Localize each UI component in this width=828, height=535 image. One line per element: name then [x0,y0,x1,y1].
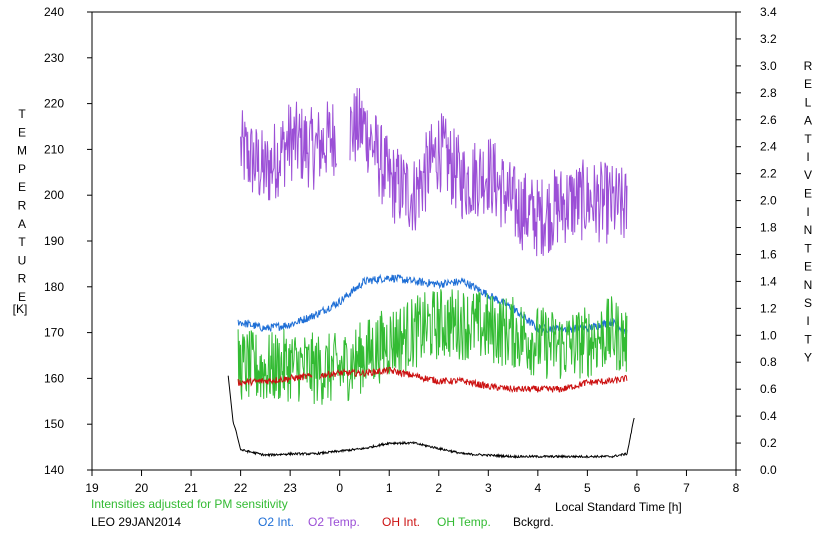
right-axis-label-letter: R [804,59,813,73]
left-axis-tick-label: 200 [44,188,64,202]
right-axis-label-letter: Y [804,351,812,365]
right-axis-label-letter: A [804,114,812,128]
right-axis-label-letter: V [804,168,812,182]
right-axis-tick-label: 0.2 [760,436,777,450]
right-axis-tick-label: 3.0 [760,59,777,73]
legend-item-oh-int: OH Int. [382,515,420,529]
left-axis-label-letter: E [18,290,26,304]
series-line-o2-temp [240,87,628,257]
left-axis-tick-label: 150 [44,417,64,431]
right-axis-label-letter: T [804,332,812,346]
left-axis-tick-label: 180 [44,280,64,294]
left-axis-label-letter: U [18,253,27,267]
left-axis-tick-label: 190 [44,234,64,248]
left-axis-tick-label: 210 [44,142,64,156]
x-axis-title: Local Standard Time [h] [555,500,682,514]
left-axis-label-letter: E [18,180,26,194]
left-axis-tick-label: 140 [44,463,64,477]
legend-item-o2-int: O2 Int. [258,515,294,529]
left-axis-label-letter: E [18,125,26,139]
left-axis-unit: [K] [13,302,28,316]
right-axis-tick-label: 2.8 [760,86,777,100]
left-axis-tick-label: 160 [44,371,64,385]
right-axis-label-letter: S [804,296,812,310]
right-axis-label-letter: T [804,241,812,255]
left-axis-label-letter: T [18,235,26,249]
right-axis-tick-label: 0.4 [760,409,777,423]
x-axis-tick-label: 23 [283,481,297,495]
right-axis-tick-label: 1.6 [760,247,777,261]
right-axis-label-letter: I [806,150,809,164]
right-axis-tick-label: 2.6 [760,113,777,127]
station-date-label: LEO 29JAN2014 [91,515,181,529]
x-axis-tick-label: 19 [85,481,99,495]
right-axis-tick-label: 3.2 [760,32,777,46]
right-axis-label-letter: I [806,205,809,219]
right-axis-tick-label: 0.8 [760,355,777,369]
legend-item-oh-temp: OH Temp. [437,515,491,529]
right-axis-label-letter: I [806,314,809,328]
right-axis-label-letter: T [804,132,812,146]
left-axis-tick-label: 220 [44,97,64,111]
right-axis-label-letter: E [804,77,812,91]
x-axis-tick-label: 22 [234,481,248,495]
x-axis-tick-label: 6 [634,481,641,495]
left-axis-label-letter: A [18,217,26,231]
note-text: Intensities adjusted for PM sensitivity [91,497,288,511]
left-axis-label-letter: R [18,199,27,213]
x-axis-tick-label: 4 [535,481,542,495]
right-axis-tick-label: 1.0 [760,328,777,342]
right-axis-tick-label: 0.6 [760,382,777,396]
x-axis-tick-label: 5 [584,481,591,495]
left-axis-tick-label: 240 [44,5,64,19]
x-axis-tick-label: 8 [733,481,740,495]
x-axis-tick-label: 20 [135,481,149,495]
x-axis-tick-label: 3 [485,481,492,495]
legend-item-bckgrd: Bckgrd. [513,515,554,529]
right-axis-tick-label: 2.2 [760,167,777,181]
series-line-oh-temp [237,289,628,405]
right-axis-tick-label: 3.4 [760,5,777,19]
right-axis-tick-label: 0.0 [760,463,777,477]
right-axis-tick-label: 2.0 [760,194,777,208]
right-axis-tick-label: 1.4 [760,274,777,288]
right-axis-label-letter: L [805,95,812,109]
right-axis-label-letter: N [804,278,813,292]
series-line-bckgrd [227,375,635,460]
plot-frame [91,11,737,471]
left-axis-label-letter: P [18,162,26,176]
right-axis-label-letter: E [804,260,812,274]
left-axis-label-letter: R [18,272,27,286]
right-axis-label-letter: N [804,223,813,237]
legend-item-o2-temp: O2 Temp. [308,515,360,529]
left-axis-label-letter: T [18,107,26,121]
right-axis-tick-label: 1.2 [760,301,777,315]
left-axis-label-letter: M [17,144,27,158]
left-axis-tick-label: 170 [44,326,64,340]
x-axis-tick-label: 1 [386,481,393,495]
x-axis-tick-label: 21 [184,481,198,495]
x-axis-tick-label: 2 [435,481,442,495]
right-axis-label-letter: E [804,186,812,200]
x-axis-tick-label: 7 [683,481,690,495]
left-axis-tick-label: 230 [44,51,64,65]
right-axis-tick-label: 2.4 [760,140,777,154]
x-axis-tick-label: 0 [336,481,343,495]
series-line-oh-int [237,366,628,394]
right-axis-tick-label: 1.8 [760,221,777,235]
